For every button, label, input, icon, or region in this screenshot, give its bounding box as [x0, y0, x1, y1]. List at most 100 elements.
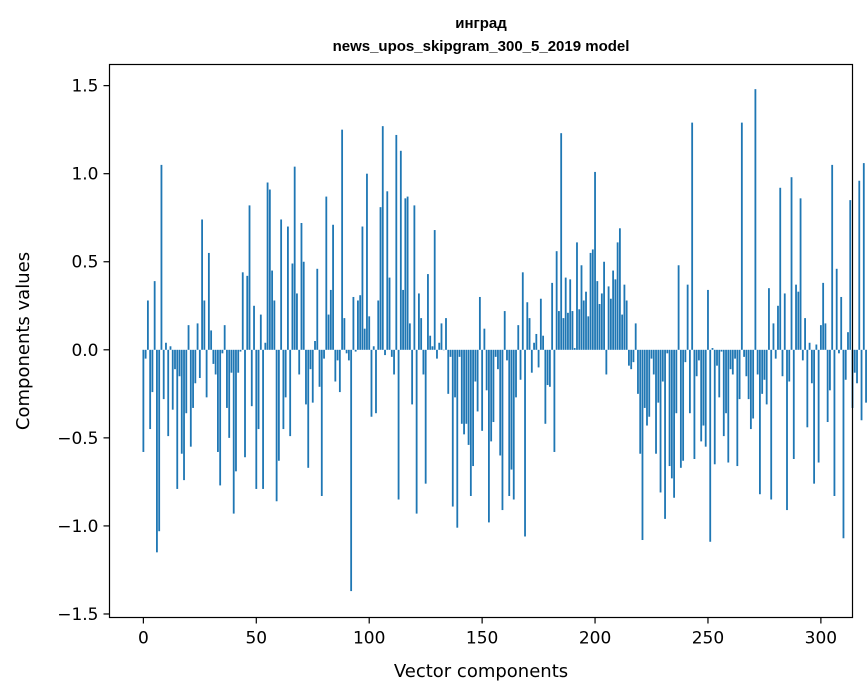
x-tick-label: 100: [353, 629, 385, 649]
bar: [214, 349, 217, 375]
bar: [341, 129, 344, 350]
bar: [165, 342, 167, 350]
bar: [743, 349, 746, 357]
bar: [515, 349, 517, 398]
bar: [406, 196, 409, 350]
bar: [813, 349, 816, 484]
bar: [280, 219, 283, 350]
bar: [630, 349, 633, 370]
bar: [704, 349, 707, 447]
bar: [853, 349, 856, 373]
bar: [553, 349, 556, 452]
x-tick-label: 0: [138, 629, 149, 649]
bar: [754, 89, 757, 350]
bar: [404, 198, 407, 350]
bar: [815, 344, 818, 350]
bar: [411, 349, 414, 405]
bar: [316, 268, 319, 350]
bar: [573, 348, 576, 350]
x-axis-label: Vector components: [394, 661, 568, 682]
bar: [634, 323, 637, 350]
bar: [666, 349, 669, 354]
bar: [413, 205, 416, 350]
bar: [517, 325, 520, 350]
bar: [623, 284, 626, 350]
bar: [621, 314, 624, 350]
bar: [826, 349, 829, 423]
bar: [483, 328, 486, 350]
bar: [223, 325, 226, 350]
bar: [558, 311, 560, 350]
bar: [648, 349, 651, 417]
bar: [350, 349, 353, 592]
bar: [185, 349, 188, 414]
bar: [368, 316, 371, 350]
bar: [397, 349, 400, 500]
bar: [605, 349, 608, 375]
bar: [311, 349, 314, 403]
bar: [585, 291, 587, 350]
bar: [408, 323, 411, 350]
bar: [668, 349, 671, 467]
bar: [363, 328, 366, 350]
bar: [693, 349, 696, 459]
bar: [779, 187, 782, 350]
bar: [643, 349, 646, 408]
bar: [799, 198, 802, 350]
bar: [537, 349, 540, 368]
bar: [786, 349, 788, 511]
bar: [763, 349, 766, 380]
bar: [167, 349, 170, 437]
bar: [399, 150, 402, 350]
bar: [555, 251, 558, 350]
bar: [436, 349, 438, 359]
plot-frame: [108, 63, 854, 619]
bar: [512, 349, 515, 500]
bar: [253, 305, 255, 350]
bar: [327, 314, 330, 350]
bar: [481, 349, 484, 431]
bar: [268, 189, 271, 350]
bar: [544, 349, 547, 424]
bar: [449, 349, 452, 357]
bar: [567, 312, 569, 350]
bar: [178, 349, 181, 377]
bar: [221, 349, 224, 354]
bar: [625, 300, 628, 350]
bar: [655, 349, 657, 454]
bar: [761, 349, 764, 394]
bar: [379, 207, 382, 350]
bar: [632, 349, 635, 363]
bar: [659, 349, 662, 493]
bar: [508, 349, 511, 496]
bar: [273, 300, 276, 350]
bar: [458, 349, 461, 357]
bar: [503, 311, 506, 350]
bar: [734, 349, 736, 359]
bar: [607, 286, 610, 350]
bar: [506, 349, 508, 361]
bar: [307, 349, 310, 468]
bar: [262, 349, 264, 489]
bar: [386, 191, 389, 350]
bar: [673, 349, 675, 498]
bar: [226, 349, 228, 408]
bar: [433, 230, 436, 350]
bar: [438, 342, 441, 350]
bar: [528, 318, 531, 350]
bar: [151, 349, 154, 393]
bar: [212, 349, 215, 364]
y-tick-label: 0.5: [71, 253, 98, 273]
bar: [203, 300, 206, 350]
bar: [838, 349, 840, 354]
bar: [189, 349, 192, 447]
bar: [616, 242, 619, 350]
bar: [756, 349, 759, 375]
bar: [194, 349, 197, 384]
bar: [759, 349, 761, 495]
bar: [600, 293, 603, 350]
bar: [670, 349, 673, 479]
bar: [650, 349, 653, 359]
bar: [752, 349, 755, 419]
